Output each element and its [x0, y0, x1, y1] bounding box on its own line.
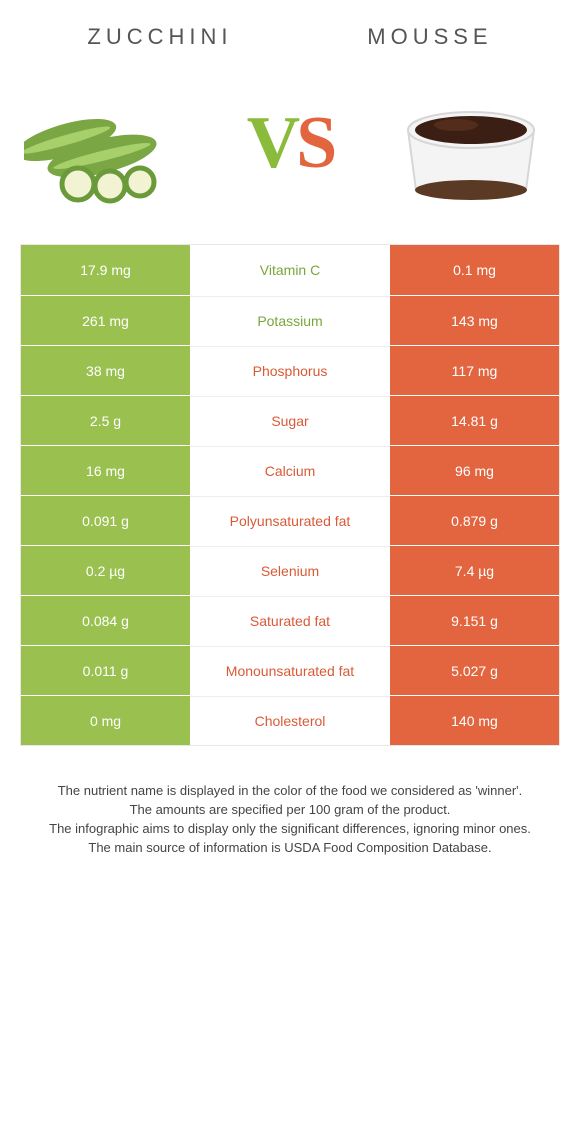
nutrient-row: 17.9 mgVitamin C0.1 mg — [21, 245, 559, 295]
vs-s: S — [296, 102, 333, 184]
nutrient-row: 16 mgCalcium96 mg — [21, 445, 559, 495]
zucchini-value: 17.9 mg — [21, 245, 190, 295]
mousse-value: 0.879 g — [390, 496, 559, 545]
zucchini-value: 2.5 g — [21, 396, 190, 445]
nutrient-label: Polyunsaturated fat — [190, 496, 390, 545]
nutrient-label: Calcium — [190, 446, 390, 495]
right-title: Mousse — [367, 24, 492, 50]
footer-notes: The nutrient name is displayed in the co… — [20, 782, 560, 857]
vs-label: VS — [247, 101, 334, 186]
nutrient-label: Selenium — [190, 546, 390, 595]
nutrient-row: 0.084 gSaturated fat9.151 g — [21, 595, 559, 645]
zucchini-value: 0.091 g — [21, 496, 190, 545]
titles-row: Zucchini Mousse — [20, 24, 560, 50]
zucchini-value: 261 mg — [21, 296, 190, 345]
nutrient-row: 0.091 gPolyunsaturated fat0.879 g — [21, 495, 559, 545]
footer-line: The main source of information is USDA F… — [28, 839, 552, 858]
nutrient-row: 261 mgPotassium143 mg — [21, 295, 559, 345]
left-title: Zucchini — [87, 24, 232, 50]
zucchini-value: 0.084 g — [21, 596, 190, 645]
mousse-value: 14.81 g — [390, 396, 559, 445]
nutrient-label: Sugar — [190, 396, 390, 445]
mousse-value: 0.1 mg — [390, 245, 559, 295]
zucchini-value: 38 mg — [21, 346, 190, 395]
nutrient-label: Cholesterol — [190, 696, 390, 745]
nutrient-row: 0.011 gMonounsaturated fat5.027 g — [21, 645, 559, 695]
mousse-value: 143 mg — [390, 296, 559, 345]
footer-line: The amounts are specified per 100 gram o… — [28, 801, 552, 820]
nutrient-label: Monounsaturated fat — [190, 646, 390, 695]
mousse-value: 96 mg — [390, 446, 559, 495]
footer-line: The nutrient name is displayed in the co… — [28, 782, 552, 801]
footer-line: The infographic aims to display only the… — [28, 820, 552, 839]
nutrient-row: 0 mgCholesterol140 mg — [21, 695, 559, 745]
nutrient-label: Vitamin C — [190, 245, 390, 295]
hero-row: VS — [20, 78, 560, 230]
mousse-value: 5.027 g — [390, 646, 559, 695]
mousse-value: 9.151 g — [390, 596, 559, 645]
zucchini-value: 0.011 g — [21, 646, 190, 695]
nutrient-label: Saturated fat — [190, 596, 390, 645]
vs-v: V — [247, 102, 296, 184]
nutrient-table: 17.9 mgVitamin C0.1 mg261 mgPotassium143… — [20, 244, 560, 746]
zucchini-value: 0.2 µg — [21, 546, 190, 595]
mousse-value: 7.4 µg — [390, 546, 559, 595]
mousse-image — [386, 78, 556, 208]
nutrient-label: Potassium — [190, 296, 390, 345]
nutrient-label: Phosphorus — [190, 346, 390, 395]
mousse-value: 117 mg — [390, 346, 559, 395]
zucchini-value: 0 mg — [21, 696, 190, 745]
zucchini-image — [24, 78, 194, 208]
nutrient-row: 38 mgPhosphorus117 mg — [21, 345, 559, 395]
nutrient-row: 2.5 gSugar14.81 g — [21, 395, 559, 445]
mousse-value: 140 mg — [390, 696, 559, 745]
nutrient-row: 0.2 µgSelenium7.4 µg — [21, 545, 559, 595]
zucchini-value: 16 mg — [21, 446, 190, 495]
